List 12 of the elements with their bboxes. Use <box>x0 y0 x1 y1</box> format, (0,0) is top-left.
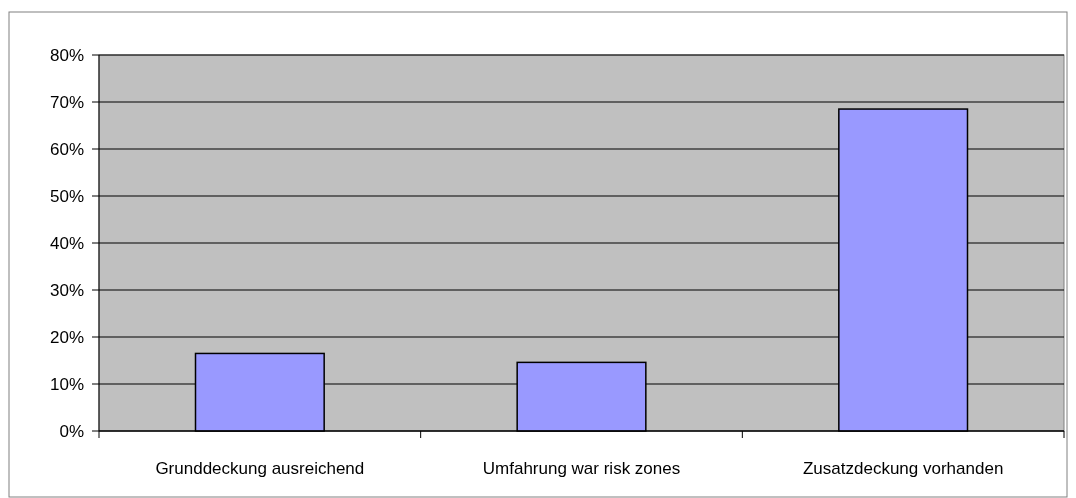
y-tick-label: 30% <box>49 280 84 300</box>
y-tick-label: 70% <box>49 92 84 112</box>
x-tick-label: Grunddeckung ausreichend <box>155 459 365 478</box>
y-tick-label: 40% <box>49 233 84 253</box>
x-tick-label: Zusatzdeckung vorhanden <box>802 459 1004 478</box>
y-tick-label: 0% <box>59 421 84 441</box>
y-tick-label: 60% <box>49 139 84 159</box>
y-tick-label: 10% <box>49 374 84 394</box>
y-tick-label: 20% <box>49 327 84 347</box>
x-tick-label: Umfahrung war risk zones <box>482 459 681 478</box>
y-tick-label: 50% <box>49 186 84 206</box>
y-tick-label: 80% <box>49 45 84 65</box>
